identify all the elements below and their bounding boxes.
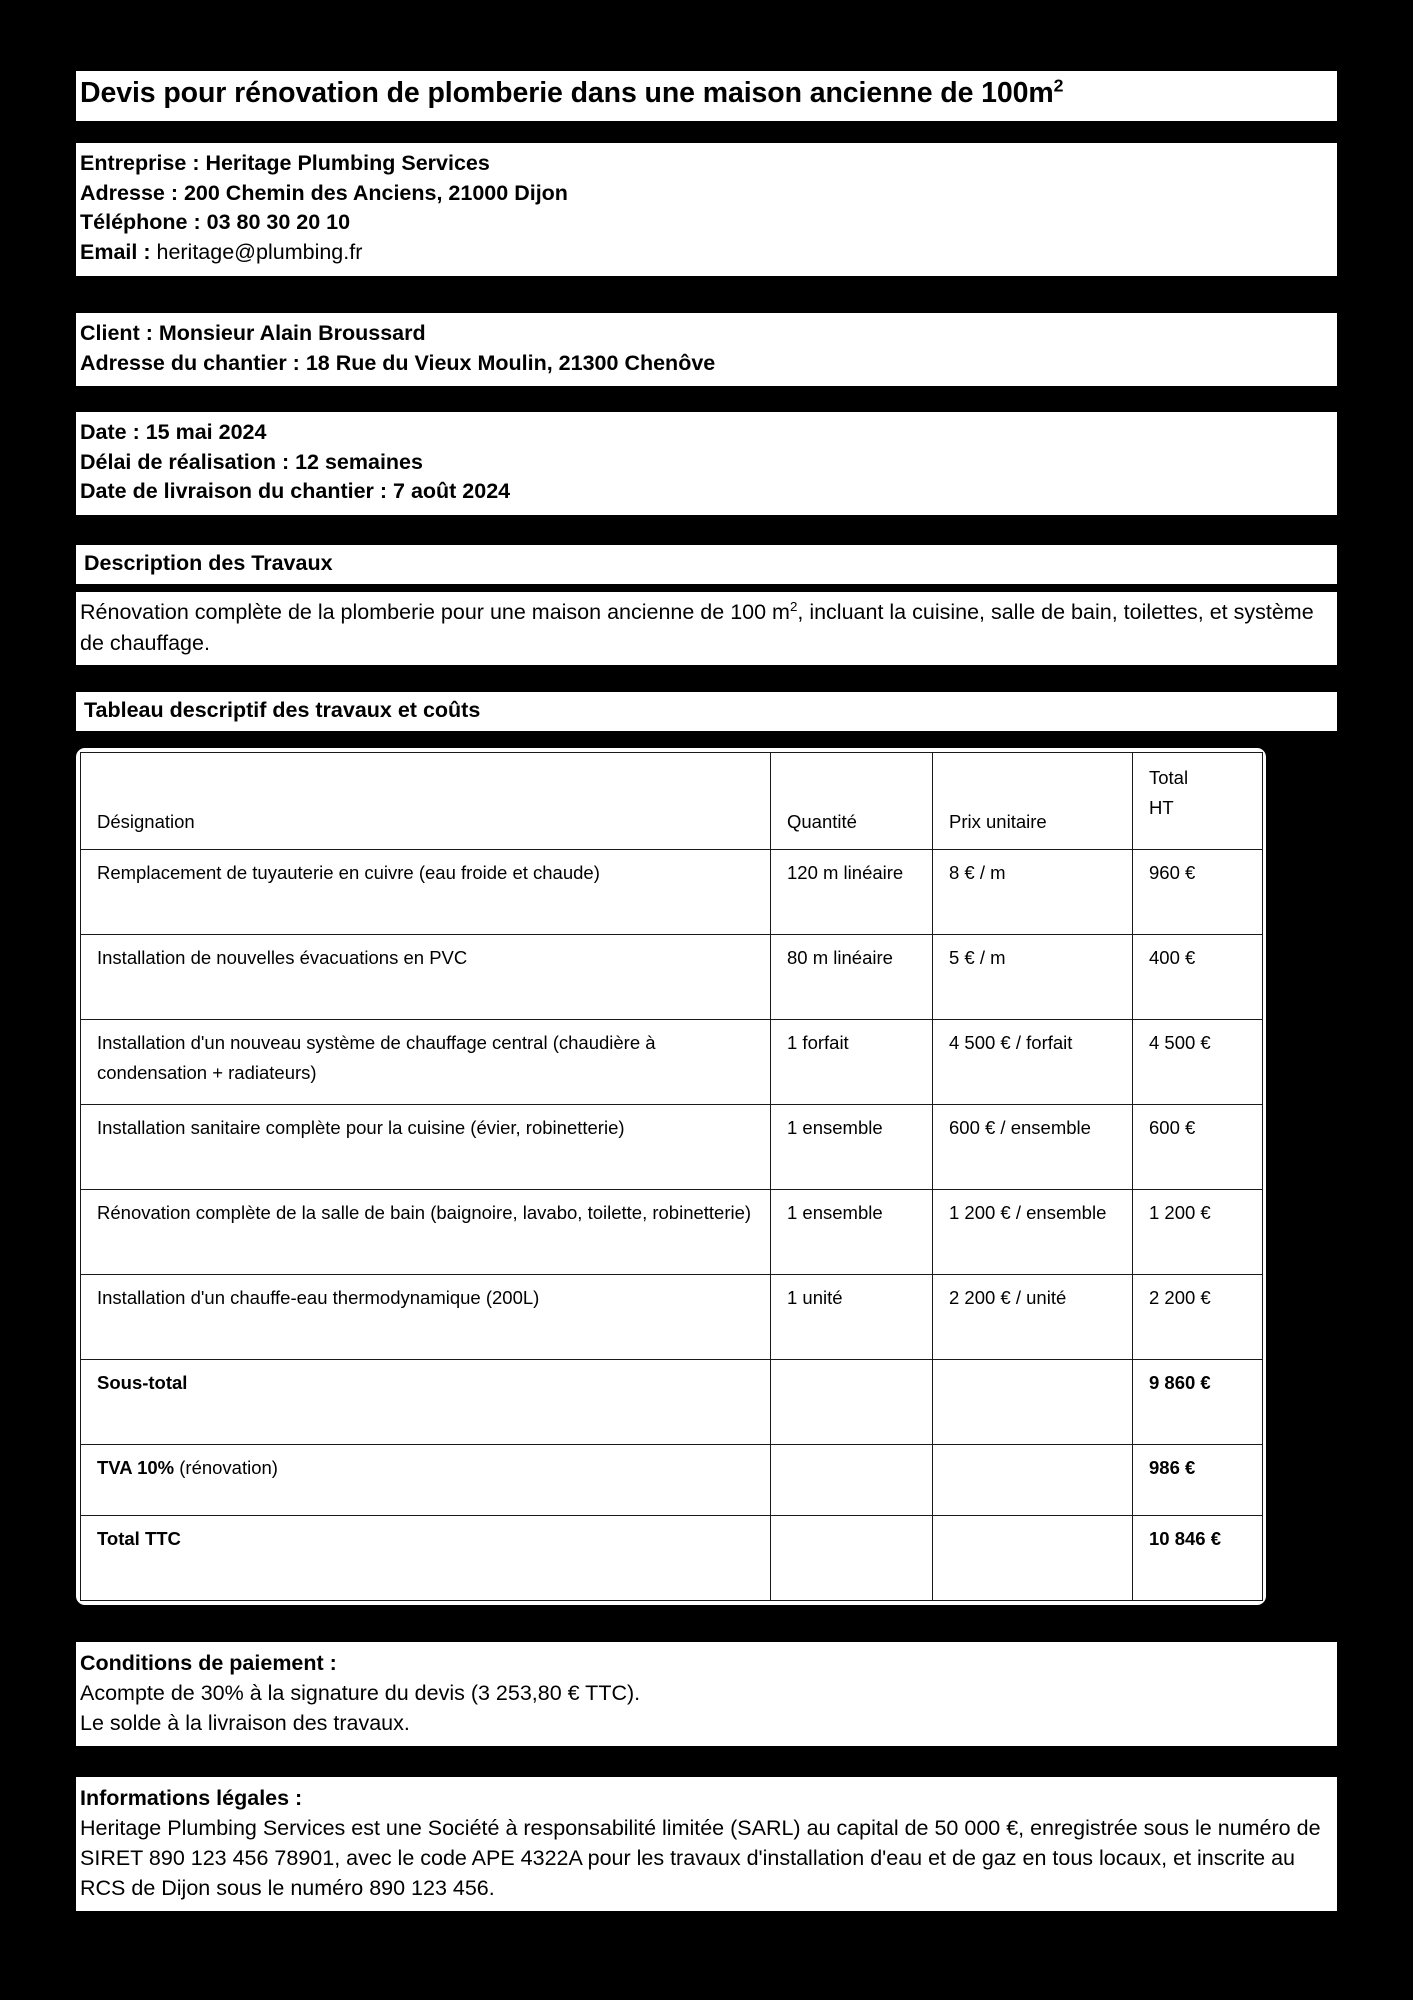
- column-header-total-ht-text: Total HT: [1149, 767, 1189, 818]
- table-row: Installation de nouvelles évacuations en…: [80, 934, 1263, 1020]
- cell-designation: Remplacement de tuyauterie en cuivre (ea…: [80, 849, 771, 935]
- table-row: Rénovation complète de la salle de bain …: [80, 1189, 1263, 1275]
- company-phone-line: Téléphone : 03 80 30 20 10: [80, 210, 351, 235]
- table-body: Remplacement de tuyauterie en cuivre (ea…: [80, 849, 1263, 1601]
- payment-conditions-heading: Conditions de paiement :: [80, 1651, 337, 1675]
- document-title-band: Devis pour rénovation de plomberie dans …: [76, 71, 1337, 121]
- company-name-line: Entreprise : Heritage Plumbing Services: [80, 151, 490, 175]
- cell-quantite: 1 ensemble: [770, 1189, 933, 1275]
- cell-tva-label-suffix: (rénovation): [174, 1457, 278, 1478]
- page-title: Devis pour rénovation de plomberie dans …: [76, 77, 1337, 111]
- cell-tva-quantite: [770, 1444, 933, 1516]
- cell-total-ht: 960 €: [1132, 849, 1263, 935]
- cell-prix-unitaire: 8 € / m: [932, 849, 1133, 935]
- cell-total-ht: 600 €: [1132, 1104, 1263, 1190]
- cell-total-ht: 400 €: [1132, 934, 1263, 1020]
- client-name-line: Client : Monsieur Alain Broussard: [80, 321, 426, 345]
- works-cost-table: Désignation Quantité Prix unitaire Total…: [80, 752, 1263, 1601]
- table-row-tva: TVA 10% (rénovation) 986 €: [80, 1444, 1263, 1516]
- dates-band: Date : 15 mai 2024 Délai de réalisation …: [76, 412, 1337, 515]
- cell-subtotal-prix: [932, 1359, 1133, 1445]
- payment-deposit-line: Acompte de 30% à la signature du devis (…: [80, 1681, 641, 1706]
- table-row-total-ttc: Total TTC 10 846 €: [80, 1515, 1263, 1601]
- cell-prix-unitaire: 2 200 € / unité: [932, 1274, 1133, 1360]
- description-paragraph-band: Rénovation complète de la plomberie pour…: [76, 592, 1337, 666]
- company-email-value: heritage@plumbing.fr: [156, 239, 363, 264]
- legal-information-band: Informations légales : Heritage Plumbing…: [76, 1777, 1337, 1912]
- cell-subtotal-label: Sous-total: [80, 1359, 771, 1445]
- table-row: Installation sanitaire complète pour la …: [80, 1104, 1263, 1190]
- description-heading: Description des Travaux: [84, 551, 333, 575]
- delivery-date-line: Date de livraison du chantier : 7 août 2…: [80, 479, 511, 504]
- description-paragraph: Rénovation complète de la plomberie pour…: [76, 597, 1337, 658]
- page-title-superscript: 2: [1053, 75, 1064, 96]
- company-address-line: Adresse : 200 Chemin des Anciens, 21000 …: [80, 180, 568, 205]
- column-header-quantite: Quantité: [770, 752, 933, 850]
- column-header-prix-unitaire: Prix unitaire: [932, 752, 1133, 850]
- description-heading-band: Description des Travaux: [76, 545, 1337, 584]
- cell-quantite: 1 forfait: [770, 1019, 933, 1105]
- cell-subtotal-quantite: [770, 1359, 933, 1445]
- cell-prix-unitaire: 1 200 € / ensemble: [932, 1189, 1133, 1275]
- table-row: Installation d'un chauffe-eau thermodyna…: [80, 1274, 1263, 1360]
- cell-designation: Installation d'un chauffe-eau thermodyna…: [80, 1274, 771, 1360]
- client-info-band: Client : Monsieur Alain Broussard Adress…: [76, 313, 1337, 387]
- column-header-total-ht: Total HT: [1132, 752, 1263, 850]
- company-info-band: Entreprise : Heritage Plumbing Services …: [76, 143, 1337, 276]
- cell-tva-label-main: TVA 10%: [97, 1457, 175, 1478]
- column-header-designation: Désignation: [80, 752, 771, 850]
- description-text-part2: , incluant la cuisine, salle de bain, to…: [80, 600, 1314, 655]
- cell-quantite: 120 m linéaire: [770, 849, 933, 935]
- payment-conditions-band: Conditions de paiement : Acompte de 30% …: [76, 1642, 1337, 1747]
- cell-quantite: 1 ensemble: [770, 1104, 933, 1190]
- cell-designation: Installation sanitaire complète pour la …: [80, 1104, 771, 1190]
- lead-time-line: Délai de réalisation : 12 semaines: [80, 449, 423, 474]
- company-email-line: Email : heritage@plumbing.fr: [76, 238, 1337, 268]
- cell-quantite: 1 unité: [770, 1274, 933, 1360]
- page-title-text: Devis pour rénovation de plomberie dans …: [80, 77, 1054, 109]
- cell-tva-prix: [932, 1444, 1133, 1516]
- cell-total-ttc-prix: [932, 1515, 1133, 1601]
- table-row: Installation d'un nouveau système de cha…: [80, 1019, 1263, 1105]
- table-heading: Tableau descriptif des travaux et coûts: [84, 698, 481, 722]
- table-header-row: Désignation Quantité Prix unitaire Total…: [80, 752, 1263, 850]
- table-header: Désignation Quantité Prix unitaire Total…: [80, 752, 1263, 850]
- legal-information-heading: Informations légales :: [80, 1786, 303, 1810]
- company-email-label: Email :: [80, 239, 151, 264]
- cell-prix-unitaire: 4 500 € / forfait: [932, 1019, 1133, 1105]
- description-text-part1: Rénovation complète de la plomberie pour…: [80, 600, 790, 624]
- quote-date-line: Date : 15 mai 2024: [80, 420, 267, 444]
- cell-designation: Installation de nouvelles évacuations en…: [80, 934, 771, 1020]
- table-row: Remplacement de tuyauterie en cuivre (ea…: [80, 849, 1263, 935]
- payment-balance-line: Le solde à la livraison des travaux.: [80, 1711, 410, 1736]
- cell-designation: Installation d'un nouveau système de cha…: [80, 1019, 771, 1105]
- cell-total-ttc-quantite: [770, 1515, 933, 1601]
- works-cost-table-wrapper: Désignation Quantité Prix unitaire Total…: [76, 748, 1266, 1605]
- description-superscript: 2: [789, 598, 798, 614]
- legal-information-text: Heritage Plumbing Services est une Socié…: [80, 1816, 1321, 1901]
- client-site-address-line: Adresse du chantier : 18 Rue du Vieux Mo…: [80, 350, 716, 375]
- cell-total-ttc-label: Total TTC: [80, 1515, 771, 1601]
- cell-total-ht: 4 500 €: [1132, 1019, 1263, 1105]
- table-heading-band: Tableau descriptif des travaux et coûts: [76, 692, 1337, 731]
- cell-total-ttc-total: 10 846 €: [1132, 1515, 1263, 1601]
- table-row-subtotal: Sous-total 9 860 €: [80, 1359, 1263, 1445]
- cell-tva-label: TVA 10% (rénovation): [80, 1444, 771, 1516]
- cell-quantite: 80 m linéaire: [770, 934, 933, 1020]
- cell-tva-total: 986 €: [1132, 1444, 1263, 1516]
- cell-prix-unitaire: 5 € / m: [932, 934, 1133, 1020]
- cell-designation: Rénovation complète de la salle de bain …: [80, 1189, 771, 1275]
- cell-total-ht: 1 200 €: [1132, 1189, 1263, 1275]
- cell-prix-unitaire: 600 € / ensemble: [932, 1104, 1133, 1190]
- cell-total-ht: 2 200 €: [1132, 1274, 1263, 1360]
- cell-subtotal-total: 9 860 €: [1132, 1359, 1263, 1445]
